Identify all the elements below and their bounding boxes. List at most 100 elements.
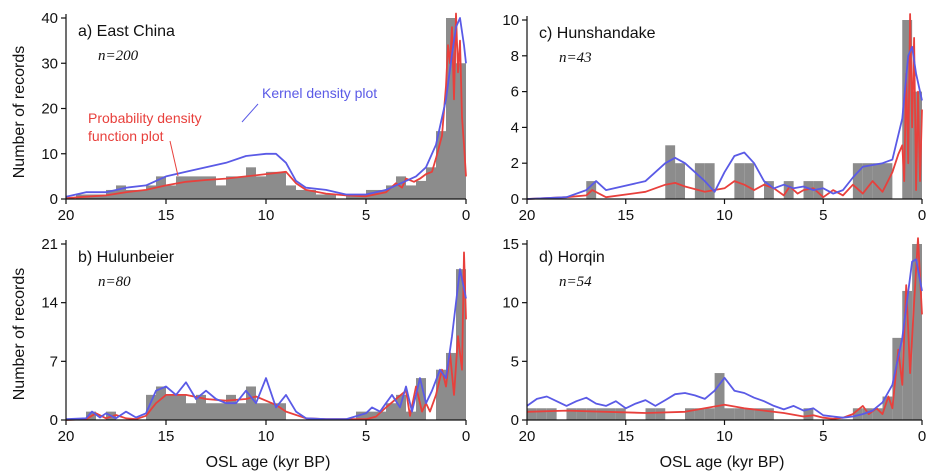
histogram-bar [576,408,587,420]
histogram-bar [96,194,106,199]
histogram-bar [206,403,216,420]
histogram-bar [406,411,416,420]
x-axis-title-right: OSL age (kyr BP) [660,454,785,471]
histogram-bar [246,386,256,420]
x-tick-label: 15 [158,428,175,445]
x-tick-label: 10 [716,428,733,445]
x-tick-label: 15 [617,428,634,445]
histogram-bar [862,163,873,199]
histogram-bar [376,189,386,199]
x-tick-label: 15 [158,207,175,224]
pdf-line [526,13,923,200]
histogram-bar [912,244,922,420]
histogram-bar [156,386,166,420]
x-tick-label: 15 [617,207,634,224]
histogram-bar [586,408,597,420]
histogram-bar [266,403,276,420]
y-tick-label: 6 [511,84,519,101]
histogram-bar [615,408,626,420]
panel-4: 0 5 10 15 20 15 10 5 0 d) Horqin n=54 [502,236,926,445]
histogram-bar [744,163,755,199]
histogram-bar [764,408,774,420]
histogram-bar [872,408,883,420]
pdf-annotation-line1: Probability density [88,110,202,126]
y-tick-label: 10 [502,12,519,29]
y-tick-label: 15 [502,236,519,253]
histogram-bar [186,176,196,199]
histogram-bar [176,176,186,199]
histogram-bar [306,189,316,199]
n-label: n=200 [98,48,139,64]
histogram-bar [872,163,883,199]
x-tick-label: 20 [519,207,536,224]
histogram-bar [685,408,695,420]
histogram-bar [436,131,446,199]
histogram-bar [527,408,537,420]
histogram-bar [704,163,715,199]
histogram-bar [456,63,466,199]
y-tick-label: 7 [50,353,58,370]
histogram-bar [176,394,186,420]
histogram-bar [126,189,136,199]
y-tick-label: 40 [41,10,58,27]
y-tick-label: 10 [41,146,58,163]
x-tick-label: 20 [58,207,75,224]
histogram-bar [256,403,266,420]
histogram-bar [852,408,863,420]
y-tick-label: 10 [502,295,519,312]
histogram-bar [892,337,903,420]
y-tick-label: 0 [511,191,519,208]
y-tick-label: 21 [41,236,58,253]
y-tick-label: 4 [511,119,519,136]
histogram-bar [146,394,156,420]
histogram-bar [196,176,206,199]
histogram-bar [266,171,276,199]
y-tick-label: 20 [41,101,58,118]
panel-1: 0 10 20 30 40 20 15 10 5 0 a) East China n=200 [41,10,470,224]
histogram-bar [166,185,176,199]
y-tick-label: 2 [511,155,519,172]
y-tick-label: 0 [511,412,519,429]
x-tick-label: 10 [258,207,275,224]
panel-3: 0 2 4 6 8 10 20 15 10 5 0 c) Hunshandake n=43 [502,12,926,224]
histogram-bar [156,176,166,199]
histogram-bar [694,408,705,420]
x-tick-label: 20 [519,428,536,445]
n-label: n=54 [559,274,592,290]
histogram-bar [655,408,666,420]
histogram-bar [216,403,226,420]
histogram-bar [316,194,326,199]
histogram-bar [852,163,863,199]
x-tick-label: 5 [819,428,827,445]
histogram-bar [456,269,466,420]
pdf-line [65,12,467,199]
histogram-bar [546,408,557,420]
histogram-bar [326,194,336,199]
x-tick-label: 0 [918,428,926,445]
histogram-bar [902,290,913,420]
y-axis-title-bottom: Number of records [11,268,28,401]
histogram-bar [286,185,296,199]
histogram-bar [196,394,206,420]
histogram-bar [276,403,286,420]
histogram-bar [256,176,266,199]
x-tick-label: 0 [462,207,470,224]
x-tick-label: 0 [462,428,470,445]
histogram-bar [186,403,196,420]
histogram-bar [734,163,745,199]
kde-line [526,258,923,419]
kde-annotation: Kernel density plot [262,85,377,101]
x-tick-label: 0 [918,207,926,224]
y-axis-title-top: Number of records [11,46,28,179]
x-tick-label: 20 [58,428,75,445]
histogram-bar [724,408,735,420]
x-tick-label: 5 [819,207,827,224]
histogram-bar [754,408,764,420]
y-tick-label: 5 [511,353,519,370]
histogram-bar [396,394,406,420]
histogram-bar [783,181,794,199]
kde-line [65,268,467,421]
histogram-bar [665,145,676,199]
histogram-bar [596,408,606,420]
